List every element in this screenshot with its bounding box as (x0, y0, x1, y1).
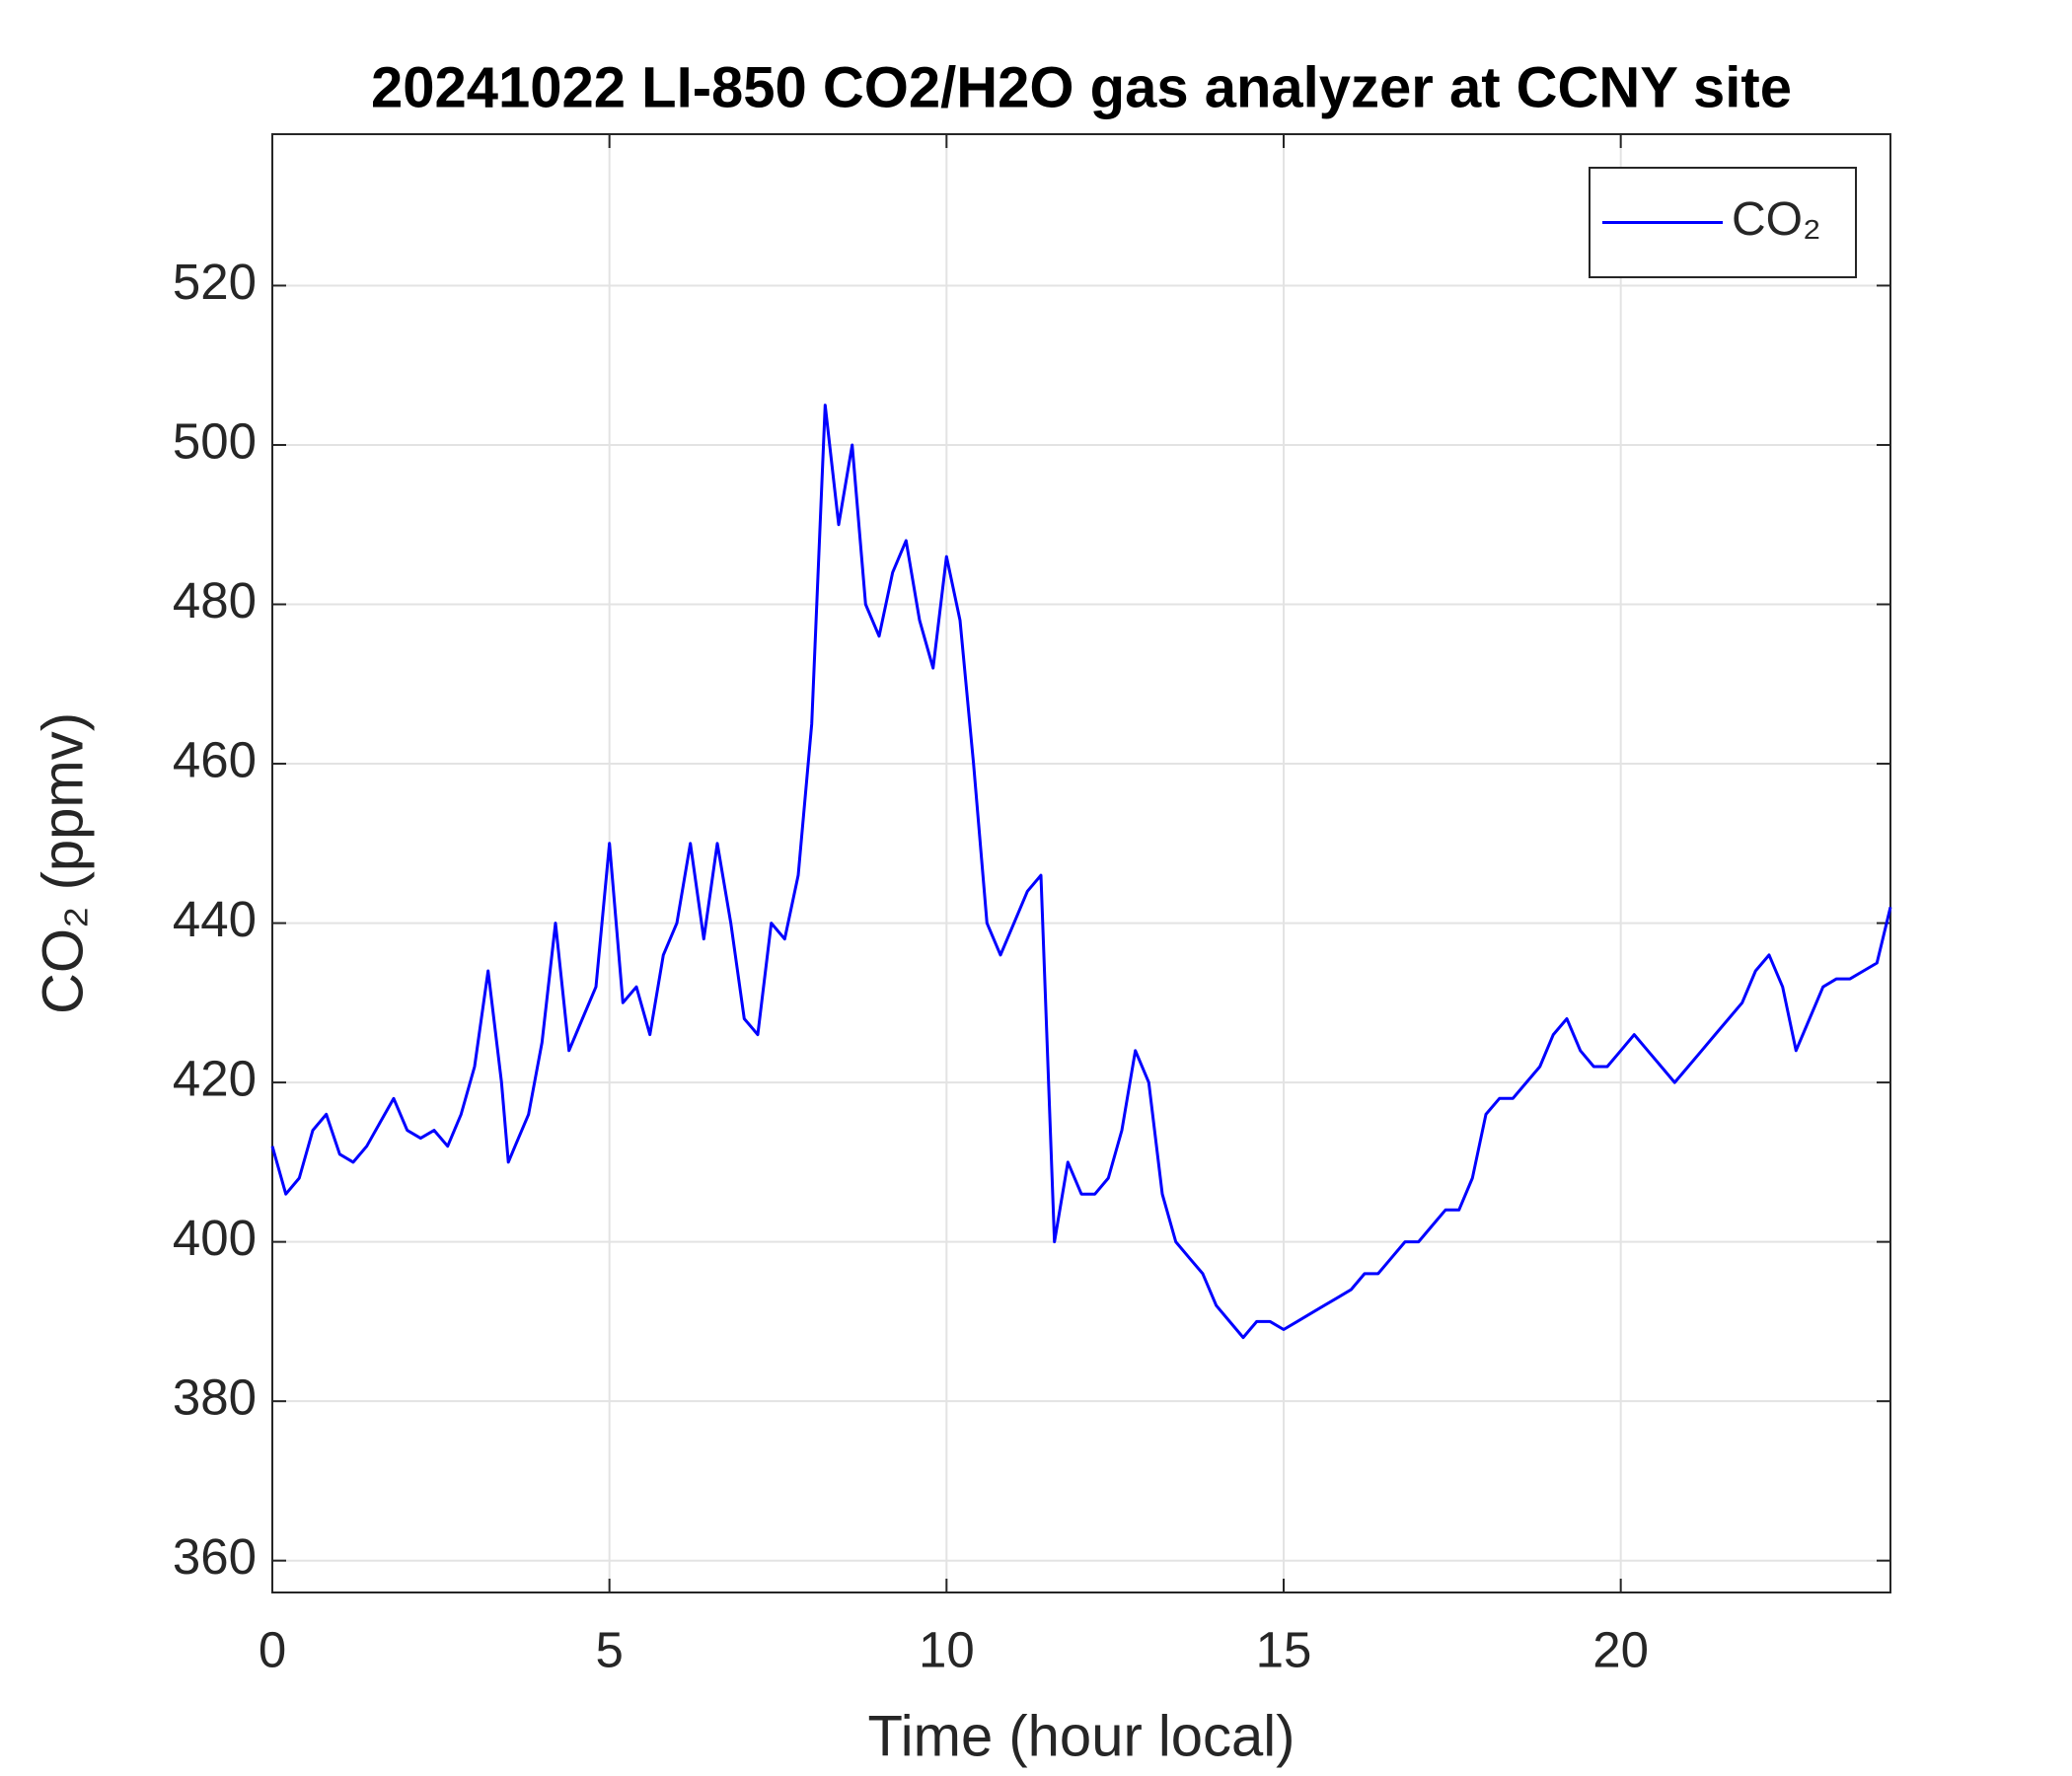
y-tick-label: 380 (173, 1369, 257, 1426)
y-tick-label: 460 (173, 732, 257, 788)
y-tick-label: 420 (173, 1051, 257, 1107)
legend-label: CO₂ (1732, 193, 1821, 246)
y-tick-label: 360 (173, 1528, 257, 1585)
x-tick-label: 10 (919, 1621, 975, 1677)
chart-title: 20241022 LI-850 CO2/H2O gas analyzer at … (371, 55, 1792, 119)
x-tick-label: 15 (1256, 1621, 1312, 1677)
y-axis-label: CO₂ (ppmv) (31, 712, 95, 1014)
plot-frame (271, 133, 1891, 1593)
y-tick-label: 480 (173, 572, 257, 629)
data-line (270, 404, 1892, 1340)
y-tick-label: 520 (173, 254, 257, 310)
y-tick-label: 440 (173, 891, 257, 947)
x-axis-label: Time (hour local) (868, 1704, 1295, 1768)
y-tick-label: 400 (173, 1210, 257, 1266)
y-tick-label: 500 (173, 412, 257, 469)
x-tick-label: 20 (1592, 1621, 1649, 1677)
x-tick-label: 5 (595, 1621, 623, 1677)
x-tick-label: 0 (259, 1621, 286, 1677)
